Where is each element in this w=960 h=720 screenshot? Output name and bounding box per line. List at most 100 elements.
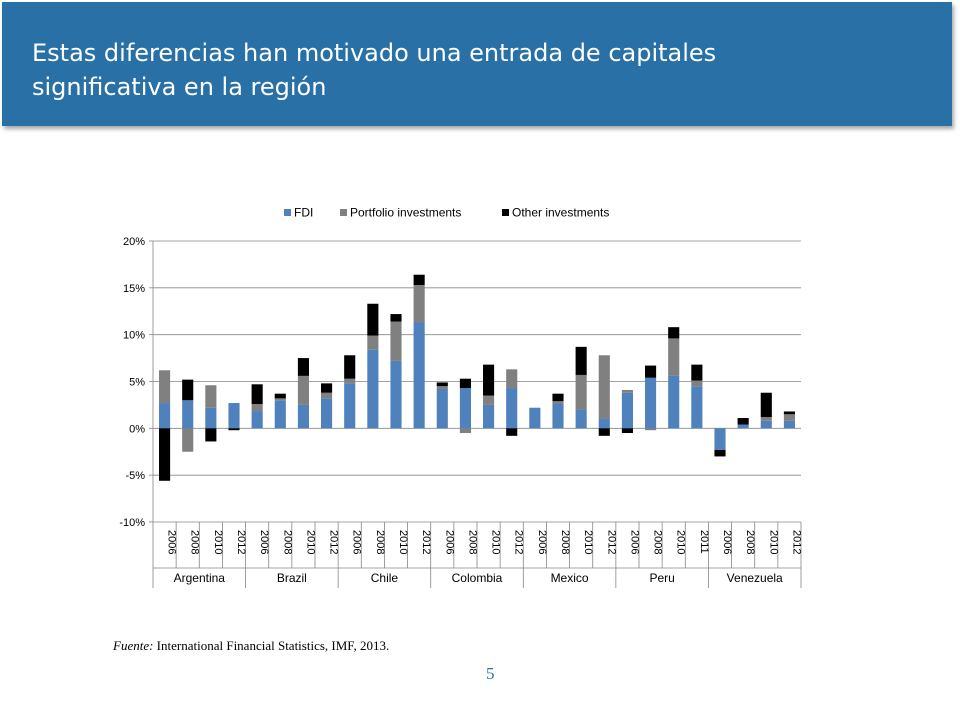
bar-segment-portfolio-investments bbox=[159, 370, 171, 404]
x-tick-label-year: 2008 bbox=[466, 530, 478, 554]
x-tick-label-year: 2006 bbox=[721, 530, 733, 554]
x-group-label: Argentina bbox=[174, 571, 226, 585]
bar-segment-fdi bbox=[413, 322, 425, 429]
y-tick-label: 20% bbox=[123, 236, 145, 248]
slide-title: Estas diferencias han motivado una entra… bbox=[32, 36, 912, 104]
bar-segment-fdi bbox=[621, 392, 633, 429]
x-group-label: Chile bbox=[371, 571, 399, 585]
x-tick-label-year: 2006 bbox=[351, 530, 363, 554]
bar-segment-portfolio-investments bbox=[182, 428, 194, 452]
bar-segment-fdi bbox=[714, 428, 726, 450]
bar-segment-fdi bbox=[668, 375, 680, 429]
bar-segment-fdi bbox=[344, 383, 356, 429]
bar-segment-portfolio-investments bbox=[598, 355, 610, 419]
page-number: 5 bbox=[486, 664, 495, 683]
y-tick-label: 10% bbox=[123, 330, 145, 342]
bar-segment-fdi bbox=[159, 403, 171, 429]
bar-segment-other-investments bbox=[783, 411, 795, 415]
bar-segment-portfolio-investments bbox=[436, 386, 448, 389]
bar-segment-portfolio-investments bbox=[390, 321, 402, 361]
slide-title-line-1: Estas diferencias han motivado una entra… bbox=[32, 39, 717, 67]
x-tick-label-year: 2010 bbox=[212, 530, 224, 554]
bar-segment-fdi bbox=[274, 400, 286, 429]
bar-segment-portfolio-investments bbox=[205, 385, 217, 408]
bar-segment-portfolio-investments bbox=[760, 417, 772, 421]
bar-segment-other-investments bbox=[367, 303, 379, 336]
bar-segment-other-investments bbox=[552, 393, 564, 402]
bar-segment-fdi bbox=[228, 403, 240, 429]
legend-swatch bbox=[340, 209, 347, 216]
x-tick-label-year: 2010 bbox=[582, 530, 594, 554]
legend-swatch bbox=[502, 209, 509, 216]
bar-segment-fdi bbox=[390, 360, 402, 429]
bar-segment-other-investments bbox=[413, 274, 425, 286]
bar-segment-fdi bbox=[506, 388, 518, 429]
legend-label: FDI bbox=[294, 206, 313, 220]
bar-segment-fdi bbox=[321, 398, 333, 429]
x-tick-label-year: 2006 bbox=[258, 530, 270, 554]
bar-segment-other-investments bbox=[321, 383, 333, 393]
x-tick-label-year: 2012 bbox=[790, 530, 802, 554]
x-tick-label-year: 2006 bbox=[166, 530, 178, 554]
title-banner: Estas diferencias han motivado una entra… bbox=[2, 2, 952, 126]
y-tick-label: 0% bbox=[129, 423, 145, 435]
bar-segment-other-investments bbox=[714, 449, 726, 457]
bar-segment-portfolio-investments bbox=[506, 369, 518, 389]
source-text: International Financial Statistics, IMF,… bbox=[156, 638, 390, 653]
bar-segment-portfolio-investments bbox=[668, 338, 680, 376]
x-tick-label-year: 2010 bbox=[490, 530, 502, 554]
bar-segment-other-investments bbox=[691, 364, 703, 381]
bar-segment-fdi bbox=[367, 349, 379, 429]
bar-segment-portfolio-investments bbox=[274, 398, 286, 401]
bar-segment-portfolio-investments bbox=[297, 375, 309, 405]
bar-segment-fdi bbox=[297, 404, 309, 429]
bar-segment-fdi bbox=[529, 407, 541, 429]
x-tick-label-year: 2012 bbox=[328, 530, 340, 554]
bar-segment-portfolio-investments bbox=[344, 378, 356, 384]
bar-segment-portfolio-investments bbox=[645, 428, 657, 431]
bar-segment-other-investments bbox=[251, 384, 263, 404]
bar-segment-other-investments bbox=[760, 392, 772, 418]
bar-segment-fdi bbox=[645, 377, 657, 429]
bar-segment-fdi bbox=[760, 420, 772, 429]
bar-segment-portfolio-investments bbox=[691, 380, 703, 387]
bar-segment-fdi bbox=[575, 409, 587, 429]
bar-segment-fdi bbox=[691, 386, 703, 429]
bar-segment-fdi bbox=[483, 404, 495, 429]
bar-segment-portfolio-investments bbox=[413, 285, 425, 323]
x-group-label: Brazil bbox=[277, 571, 307, 585]
bar-segment-other-investments bbox=[344, 355, 356, 379]
x-group-label: Colombia bbox=[452, 571, 503, 585]
x-tick-label-year: 2011 bbox=[698, 530, 710, 554]
bar-segment-other-investments bbox=[645, 365, 657, 378]
bar-segment-other-investments bbox=[483, 364, 495, 396]
x-group-label: Venezuela bbox=[727, 571, 783, 585]
x-tick-label-year: 2006 bbox=[628, 530, 640, 554]
bar-segment-portfolio-investments bbox=[783, 414, 795, 421]
slide-title-line-2: significativa en la región bbox=[32, 73, 327, 101]
bar-segment-other-investments bbox=[436, 382, 448, 387]
x-tick-label-year: 2008 bbox=[744, 530, 756, 554]
x-tick-label-year: 2012 bbox=[235, 530, 247, 554]
bar-segment-other-investments bbox=[274, 393, 286, 399]
bar-segment-other-investments bbox=[575, 346, 587, 375]
x-tick-label-year: 2012 bbox=[420, 530, 432, 554]
bar-segment-portfolio-investments bbox=[483, 395, 495, 405]
bar-segment-portfolio-investments bbox=[552, 401, 564, 404]
legend-label: Portfolio investments bbox=[350, 206, 461, 220]
bar-segment-fdi bbox=[436, 388, 448, 429]
bar-segment-other-investments bbox=[598, 428, 610, 436]
y-tick-label: -10% bbox=[119, 517, 145, 529]
x-tick-label-year: 2012 bbox=[605, 530, 617, 554]
bar-segment-other-investments bbox=[182, 379, 194, 401]
x-tick-label-year: 2008 bbox=[374, 530, 386, 554]
bar-segment-other-investments bbox=[228, 428, 240, 431]
bar-segment-fdi bbox=[205, 407, 217, 429]
bar-segment-other-investments bbox=[297, 358, 309, 376]
y-tick-label: -5% bbox=[125, 470, 145, 482]
x-group-label: Peru bbox=[649, 571, 674, 585]
x-tick-label-year: 2006 bbox=[443, 530, 455, 554]
bar-segment-other-investments bbox=[390, 314, 402, 322]
x-tick-label-year: 2012 bbox=[513, 530, 525, 554]
